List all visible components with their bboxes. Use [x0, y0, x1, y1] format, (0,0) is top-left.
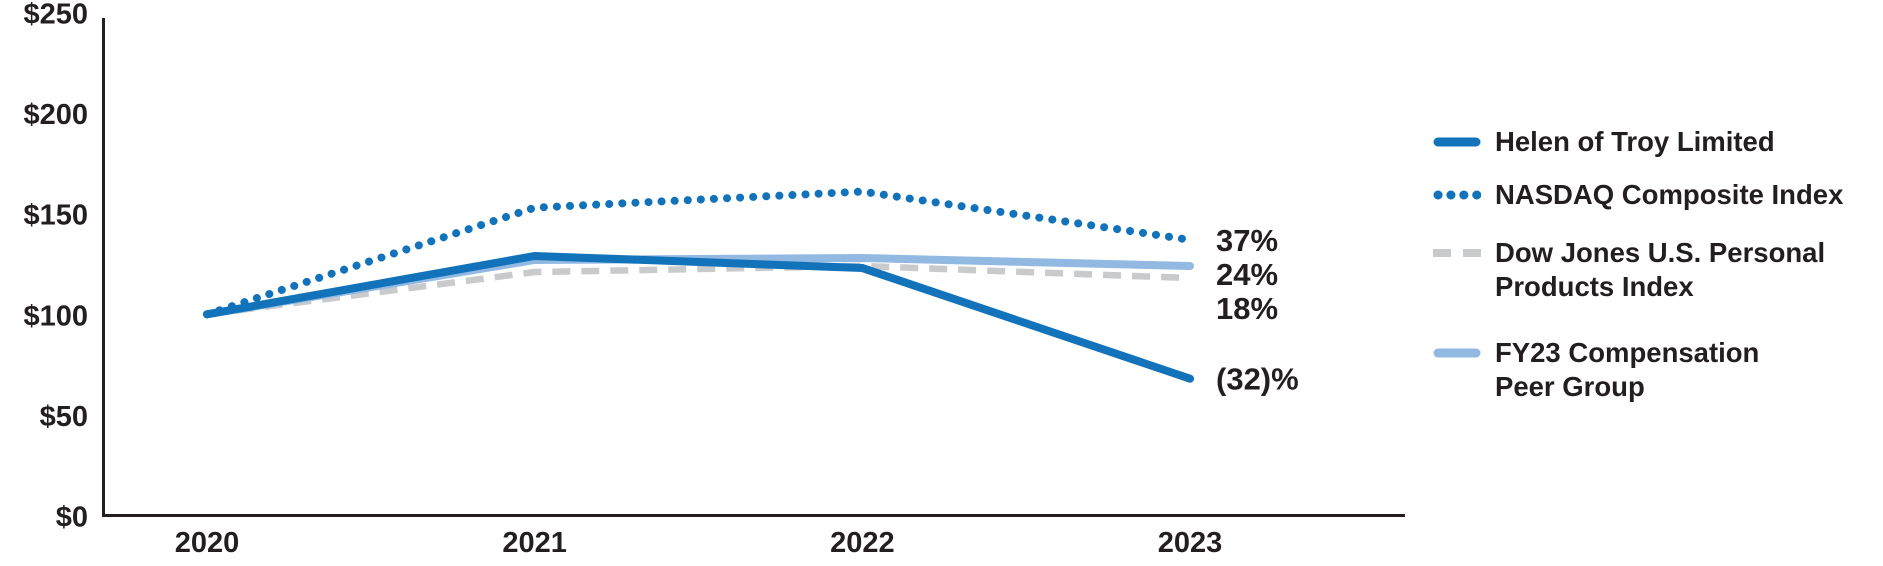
series-end-label: (32)% [1216, 362, 1299, 397]
legend-item-peer-group: FY23 Compensation Peer Group [1433, 336, 1759, 404]
y-tick-label: $250 [23, 0, 88, 31]
y-tick-label: $50 [40, 401, 88, 433]
legend-item-nasdaq: NASDAQ Composite Index [1433, 178, 1843, 212]
legend-swatch-helen-icon [1433, 137, 1481, 147]
x-tick-label: 2023 [1158, 527, 1223, 559]
series-end-label: 18% [1216, 291, 1278, 326]
x-tick-label: 2021 [502, 527, 567, 559]
legend-label: Dow Jones U.S. Personal Products Index [1495, 237, 1826, 302]
legend-label: FY23 Compensation Peer Group [1495, 337, 1760, 402]
y-tick-label: $0 [56, 502, 88, 534]
y-tick-label: $200 [23, 99, 88, 131]
series-end-label: 37% [1216, 223, 1278, 258]
legend-item-helen-of-troy: Helen of Troy Limited [1433, 125, 1775, 159]
series-line-0 [203, 251, 1195, 383]
y-tick-label: $150 [23, 200, 88, 232]
legend-item-dow-jones: Dow Jones U.S. Personal Products Index [1433, 236, 1825, 304]
legend-swatch-nasdaq-icon [1433, 190, 1481, 200]
legend-swatch-peer-group-icon [1433, 348, 1481, 358]
series-end-label: 24% [1216, 257, 1278, 292]
y-tick-label: $100 [23, 300, 88, 332]
legend-label: Helen of Troy Limited [1495, 126, 1775, 157]
legend-label: NASDAQ Composite Index [1495, 179, 1844, 210]
x-tick-label: 2020 [175, 527, 240, 559]
chart-legend: Helen of Troy Limited NASDAQ Composite I… [1433, 0, 1883, 566]
x-tick-label: 2022 [830, 527, 895, 559]
series-line-2 [206, 262, 1191, 318]
legend-swatch-dowjones-icon [1433, 249, 1481, 257]
series-line-1 [203, 187, 1195, 319]
